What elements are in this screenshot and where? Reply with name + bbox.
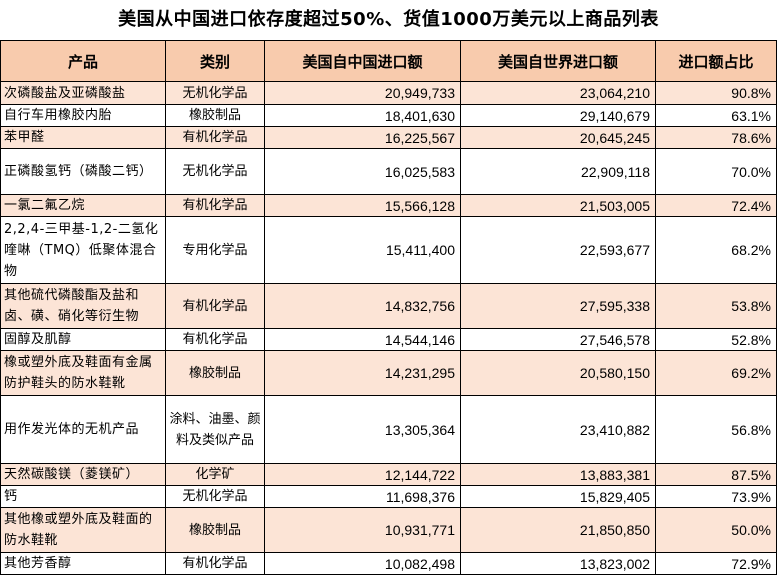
china-imports-cell: 14,544,146 [264,328,461,351]
table-row: 天然碳酸镁（菱镁矿） 化学矿 12,144,722 13,883,381 87.… [0,463,777,486]
world-imports-cell: 13,883,381 [460,463,656,486]
share-cell: 68.2% [655,216,777,284]
table-row: 正磷酸氢钙（磷酸二钙） 无机化学品 16,025,583 22,909,118 … [0,148,777,195]
share-cell: 90.8% [655,81,777,105]
product-cell: 天然碳酸镁（菱镁矿） [0,463,166,486]
world-imports-cell: 23,410,882 [460,395,656,464]
world-imports-cell: 20,580,150 [460,350,656,396]
category-cell: 专用化学品 [165,216,265,284]
category-cell: 有机化学品 [165,283,265,329]
table-header-row: 产品 类别 美国自中国进口额 美国自世界进口额 进口额占比 [0,40,777,82]
china-imports-cell: 12,144,722 [264,463,461,486]
table-row: 2,2,4-三甲基-1,2-二氢化喹啉（TMQ）低聚体混合物 专用化学品 15,… [0,216,777,284]
product-cell: 橡或塑外底及鞋面有金属防护鞋头的防水鞋靴 [0,350,166,396]
column-header-china-imports[interactable]: 美国自中国进口额 [264,40,461,82]
china-imports-cell: 14,832,756 [264,283,461,329]
column-header-share[interactable]: 进口额占比 [655,40,777,82]
china-imports-cell: 14,231,295 [264,350,461,396]
share-cell: 50.0% [655,507,777,553]
table-row: 其他橡或塑外底及鞋面的防水鞋靴 橡胶制品 10,931,771 21,850,8… [0,507,777,553]
category-cell: 无机化学品 [165,485,265,508]
product-cell: 自行车用橡胶内胎 [0,104,166,127]
category-cell: 有机化学品 [165,194,265,217]
world-imports-cell: 29,140,679 [460,104,656,127]
category-cell: 橡胶制品 [165,104,265,127]
world-imports-cell: 23,064,210 [460,81,656,105]
product-cell: 固醇及肌醇 [0,328,166,351]
category-cell: 有机化学品 [165,126,265,149]
world-imports-cell: 20,645,245 [460,126,656,149]
table-row: 橡或塑外底及鞋面有金属防护鞋头的防水鞋靴 橡胶制品 14,231,295 20,… [0,350,777,396]
china-imports-cell: 15,411,400 [264,216,461,284]
china-imports-cell: 16,225,567 [264,126,461,149]
share-cell: 87.5% [655,463,777,486]
world-imports-cell: 22,909,118 [460,148,656,195]
world-imports-cell: 13,823,002 [460,552,656,575]
product-cell: 其他橡或塑外底及鞋面的防水鞋靴 [0,507,166,553]
share-cell: 53.8% [655,283,777,329]
product-cell: 一氯二氟乙烷 [0,194,166,217]
share-cell: 72.9% [655,552,777,575]
category-cell: 橡胶制品 [165,507,265,553]
category-cell: 无机化学品 [165,81,265,105]
table-row: 自行车用橡胶内胎 橡胶制品 18,401,630 29,140,679 63.1… [0,104,777,127]
china-imports-cell: 20,949,733 [264,81,461,105]
table-row: 一氯二氟乙烷 有机化学品 15,566,128 21,503,005 72.4% [0,194,777,217]
world-imports-cell: 27,595,338 [460,283,656,329]
product-cell: 其他硫代磷酸酯及盐和卤、磺、硝化等衍生物 [0,283,166,329]
world-imports-cell: 22,593,677 [460,216,656,284]
category-cell: 涂料、油墨、颜料及类似产品 [165,395,265,464]
world-imports-cell: 27,546,578 [460,328,656,351]
category-cell: 有机化学品 [165,552,265,575]
category-cell: 橡胶制品 [165,350,265,396]
category-cell: 化学矿 [165,463,265,486]
table-body: 次磷酸盐及亚磷酸盐 无机化学品 20,949,733 23,064,210 90… [0,81,777,575]
china-imports-cell: 11,698,376 [264,485,461,508]
column-header-category[interactable]: 类别 [165,40,265,82]
table-row: 固醇及肌醇 有机化学品 14,544,146 27,546,578 52.8% [0,328,777,351]
product-cell: 2,2,4-三甲基-1,2-二氢化喹啉（TMQ）低聚体混合物 [0,216,166,284]
product-cell: 其他芳香醇 [0,552,166,575]
share-cell: 69.2% [655,350,777,396]
world-imports-cell: 21,850,850 [460,507,656,553]
share-cell: 52.8% [655,328,777,351]
china-imports-cell: 10,082,498 [264,552,461,575]
share-cell: 70.0% [655,148,777,195]
page-title: 美国从中国进口依存度超过50%、货值1000万美元以上商品列表 [118,9,659,30]
category-cell: 有机化学品 [165,328,265,351]
world-imports-cell: 15,829,405 [460,485,656,508]
world-imports-cell: 21,503,005 [460,194,656,217]
china-imports-cell: 15,566,128 [264,194,461,217]
china-imports-cell: 16,025,583 [264,148,461,195]
table-row: 其他芳香醇 有机化学品 10,082,498 13,823,002 72.9% [0,552,777,575]
share-cell: 56.8% [655,395,777,464]
china-imports-cell: 18,401,630 [264,104,461,127]
product-cell: 用作发光体的无机产品 [0,395,166,464]
column-header-product[interactable]: 产品 [0,40,166,82]
share-cell: 73.9% [655,485,777,508]
product-cell: 苯甲醛 [0,126,166,149]
table-row: 次磷酸盐及亚磷酸盐 无机化学品 20,949,733 23,064,210 90… [0,81,777,105]
product-cell: 钙 [0,485,166,508]
share-cell: 72.4% [655,194,777,217]
product-cell: 正磷酸氢钙（磷酸二钙） [0,148,166,195]
product-cell: 次磷酸盐及亚磷酸盐 [0,81,166,105]
share-cell: 63.1% [655,104,777,127]
category-cell: 无机化学品 [165,148,265,195]
china-imports-cell: 13,305,364 [264,395,461,464]
table-row: 其他硫代磷酸酯及盐和卤、磺、硝化等衍生物 有机化学品 14,832,756 27… [0,283,777,329]
table-row: 苯甲醛 有机化学品 16,225,567 20,645,245 78.6% [0,126,777,149]
table-row: 用作发光体的无机产品 涂料、油墨、颜料及类似产品 13,305,364 23,4… [0,395,777,464]
column-header-world-imports[interactable]: 美国自世界进口额 [460,40,656,82]
table-row: 钙 无机化学品 11,698,376 15,829,405 73.9% [0,485,777,508]
china-imports-cell: 10,931,771 [264,507,461,553]
share-cell: 78.6% [655,126,777,149]
import-table: 产品 类别 美国自中国进口额 美国自世界进口额 进口额占比 次磷酸盐及亚磷酸盐 … [0,40,777,575]
